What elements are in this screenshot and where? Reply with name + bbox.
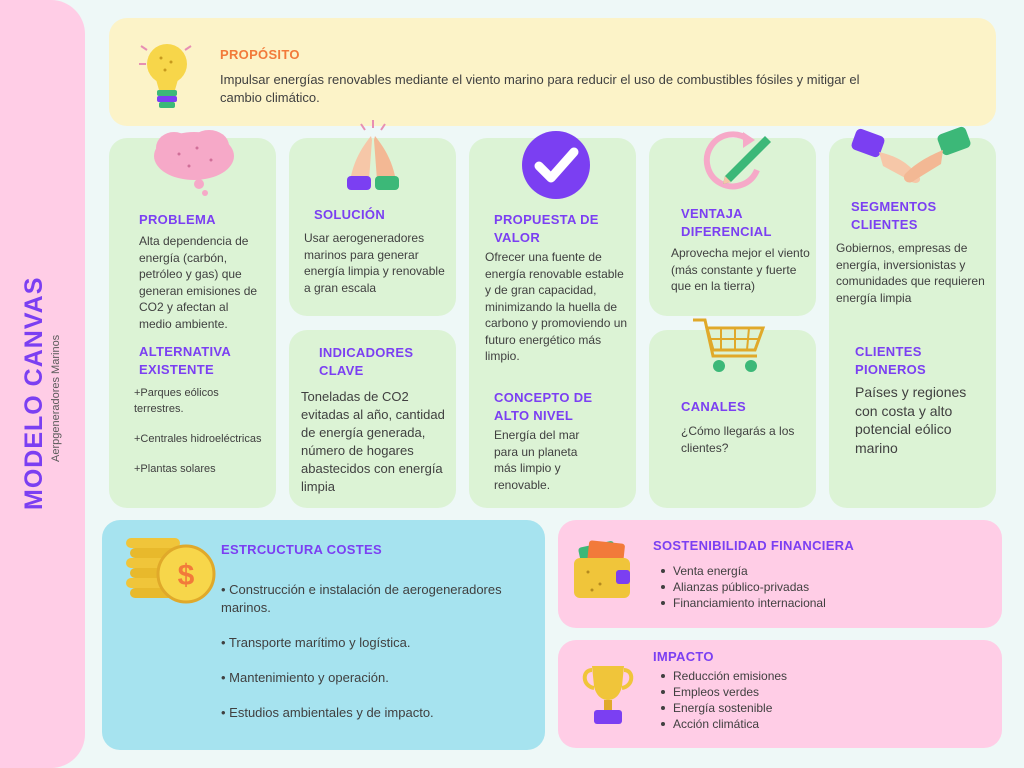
canvas-subtitle: Aerpgeneradores Marinos (50, 334, 62, 462)
costes-card: $ ESTRCUCTURA COSTES • Construcción e in… (102, 520, 545, 750)
indicadores-card: INDICADORES CLAVE Toneladas de CO2 evita… (289, 330, 456, 508)
list-item: Empleos verdes (658, 684, 958, 700)
propuesta-card: PROPUESTA DE VALOR Ofrecer una fuente de… (469, 131, 636, 508)
list-item: Financiamiento internacional (658, 595, 958, 611)
sostenibilidad-card: SOSTENIBILIDAD FINANCIERA Venta energía … (558, 520, 1002, 628)
problema-card: PROBLEMA Alta dependencia de energía (ca… (109, 130, 276, 508)
cloud-icon (154, 130, 234, 196)
costes-list: • Construcción e instalación de aerogene… (221, 581, 521, 739)
shopping-cart-icon (693, 318, 766, 372)
checkmark-icon (522, 131, 590, 199)
segmentos-card: SEGMENTOS CLIENTES Gobiernos, empresas d… (829, 126, 996, 508)
sostenibilidad-list: Venta energía Alianzas público-privadas … (658, 563, 958, 611)
ventaja-text: Aprovecha mejor el viento (más constante… (671, 246, 810, 293)
ventaja-title: VENTAJA DIFERENCIAL (681, 206, 772, 239)
list-item: Acción climática (658, 716, 958, 732)
solucion-title: SOLUCIÓN (314, 207, 386, 222)
alternativa-title: ALTERNATIVA EXISTENTE (139, 344, 231, 377)
segmentos-title: SEGMENTOS CLIENTES (851, 199, 937, 232)
impacto-list: Reducción emisiones Empleos verdes Energ… (658, 668, 958, 732)
list-item: Alianzas público-privadas (658, 579, 958, 595)
indicadores-title: INDICADORES CLAVE (319, 345, 414, 378)
list-item: Venta energía (658, 563, 958, 579)
list-item: • Mantenimiento y operación. (221, 670, 389, 685)
refresh-pencil-icon (703, 131, 771, 190)
list-item: • Estudios ambientales y de impacto. (221, 705, 434, 720)
canales-card: CANALES ¿Cómo llegarás a los clientes? (649, 318, 816, 508)
solucion-card: SOLUCIÓN Usar aerogeneradores marinos pa… (289, 120, 456, 316)
costes-title: ESTRCUCTURA COSTES (221, 542, 382, 557)
trophy-icon (582, 666, 634, 724)
proposito-text: Impulsar energías renovables mediante el… (220, 72, 860, 105)
canales-text: ¿Cómo llegarás a los clientes? (681, 424, 795, 455)
concepto-title: CONCEPTO DE ALTO NIVEL (494, 390, 593, 423)
pioneros-text: Países y regiones con costa y alto poten… (855, 384, 967, 456)
list-item: • Construcción e instalación de aerogene… (221, 582, 502, 615)
indicadores-text: Toneladas de CO2 evitadas al año, cantid… (301, 389, 445, 494)
solucion-text: Usar aerogeneradores marinos para genera… (304, 231, 445, 295)
canales-title: CANALES (681, 399, 746, 414)
concepto-text: Energía del mar para un planeta más limp… (494, 428, 580, 492)
impacto-card: IMPACTO Reducción emisiones Empleos verd… (558, 640, 1002, 748)
propuesta-title: PROPUESTA DE VALOR (494, 212, 599, 245)
list-item: +Parques eólicos terrestres. (134, 387, 219, 415)
list-item: Reducción emisiones (658, 668, 958, 684)
proposito-title: PROPÓSITO (220, 47, 300, 62)
problema-text: Alta dependencia de energía (carbón, pet… (139, 234, 258, 331)
praying-hands-icon (347, 120, 399, 190)
list-item: Energía sostenible (658, 700, 958, 716)
ventaja-card: VENTAJA DIFERENCIAL Aprovecha mejor el v… (649, 131, 816, 316)
sidebar: MODELO CANVAS Aerpgeneradores Marinos (0, 0, 85, 768)
canvas-title: MODELO CANVAS (20, 276, 48, 510)
segmentos-text: Gobiernos, empresas de energía, inversio… (836, 241, 985, 305)
impacto-title: IMPACTO (653, 649, 714, 664)
list-item: • Transporte marítimo y logística. (221, 635, 411, 650)
propuesta-text: Ofrecer una fuente de energía renovable … (485, 250, 628, 363)
wallet-icon (574, 540, 630, 598)
proposito-card: PROPÓSITO Impulsar energías renovables m… (109, 18, 996, 126)
alternativa-list: +Parques eólicos terrestres. +Centrales … (134, 385, 269, 491)
pioneros-title: CLIENTES PIONEROS (855, 344, 927, 377)
svg-text:$: $ (178, 559, 195, 592)
lightbulb-icon (139, 44, 192, 108)
problema-title: PROBLEMA (139, 212, 216, 227)
handshake-icon (851, 126, 971, 183)
list-item: +Plantas solares (134, 463, 216, 475)
sostenibilidad-title: SOSTENIBILIDAD FINANCIERA (653, 538, 855, 553)
coins-icon: $ (126, 538, 216, 604)
list-item: +Centrales hidroeléctricas (134, 433, 262, 445)
